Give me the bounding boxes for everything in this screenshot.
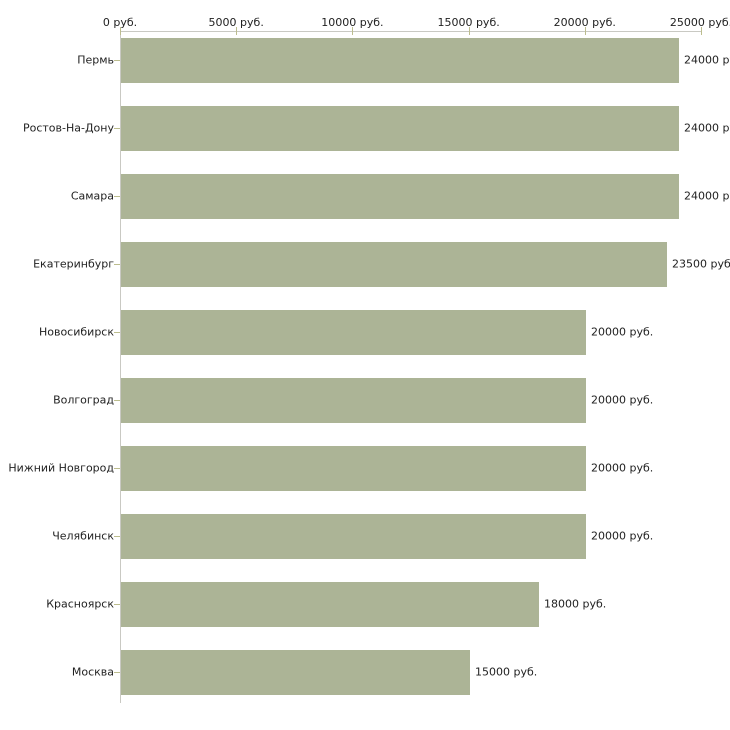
value-label: 23500 руб. <box>672 257 730 271</box>
value-label: 18000 руб. <box>544 597 607 611</box>
category-label: Пермь <box>77 53 114 67</box>
y-axis-line <box>120 31 121 703</box>
x-tick-label: 0 руб. <box>102 16 138 29</box>
value-label: 20000 руб. <box>591 461 654 475</box>
y-tick-mark <box>114 604 120 605</box>
bar <box>121 650 470 695</box>
y-tick-mark <box>114 60 120 61</box>
value-label: 24000 руб. <box>684 189 730 203</box>
bar <box>121 38 679 83</box>
y-tick-mark <box>114 400 120 401</box>
category-label: Нижний Новгород <box>8 461 114 475</box>
bar <box>121 106 679 151</box>
y-tick-mark <box>114 536 120 537</box>
x-tick-label: 5000 руб. <box>208 16 264 29</box>
category-label: Самара <box>70 189 114 203</box>
category-label: Красноярск <box>46 597 114 611</box>
x-tick-label: 20000 руб. <box>553 16 616 29</box>
bar <box>121 242 667 287</box>
y-tick-mark <box>114 468 120 469</box>
x-tick-label: 10000 руб. <box>321 16 384 29</box>
x-tick-mark <box>469 27 470 35</box>
value-label: 24000 руб. <box>684 121 730 135</box>
y-tick-mark <box>114 332 120 333</box>
x-tick-mark <box>585 27 586 35</box>
bar <box>121 174 679 219</box>
value-label: 20000 руб. <box>591 325 654 339</box>
x-tick-label: 25000 руб. <box>669 16 730 29</box>
category-label: Ростов-На-Дону <box>22 121 114 135</box>
x-axis-line <box>120 31 702 32</box>
bar <box>121 378 586 423</box>
category-label: Екатеринбург <box>33 257 114 271</box>
x-tick-label: 15000 руб. <box>437 16 500 29</box>
x-tick-mark <box>701 27 702 35</box>
y-tick-mark <box>114 672 120 673</box>
bar <box>121 446 586 491</box>
category-label: Москва <box>71 665 114 679</box>
category-label: Челябинск <box>52 529 114 543</box>
y-tick-mark <box>114 196 120 197</box>
y-tick-mark <box>114 128 120 129</box>
value-label: 15000 руб. <box>475 665 538 679</box>
bar <box>121 582 539 627</box>
bar <box>121 514 586 559</box>
value-label: 20000 руб. <box>591 529 654 543</box>
x-tick-mark <box>236 27 237 35</box>
category-label: Новосибирск <box>38 325 114 339</box>
x-tick-mark <box>120 27 121 35</box>
bar <box>121 310 586 355</box>
y-tick-mark <box>114 264 120 265</box>
x-tick-mark <box>352 27 353 35</box>
category-label: Волгоград <box>53 393 114 407</box>
value-label: 20000 руб. <box>591 393 654 407</box>
value-label: 24000 руб. <box>684 53 730 67</box>
